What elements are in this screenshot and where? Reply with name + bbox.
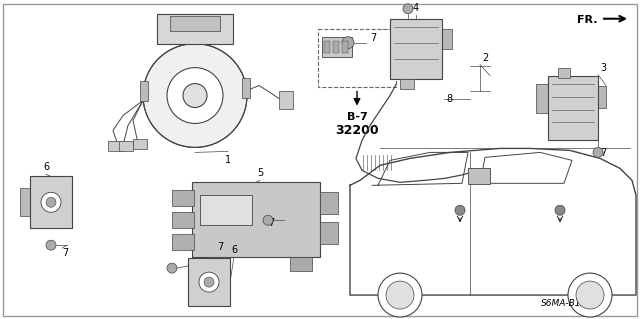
- Text: 5: 5: [257, 168, 263, 178]
- Text: 3: 3: [600, 63, 606, 73]
- FancyBboxPatch shape: [172, 234, 194, 250]
- FancyBboxPatch shape: [242, 78, 250, 98]
- Circle shape: [167, 263, 177, 273]
- Circle shape: [576, 281, 604, 309]
- Circle shape: [41, 192, 61, 212]
- FancyBboxPatch shape: [279, 91, 293, 108]
- Text: 7: 7: [217, 242, 223, 252]
- Circle shape: [46, 197, 56, 207]
- FancyBboxPatch shape: [380, 29, 392, 55]
- Circle shape: [386, 281, 414, 309]
- FancyBboxPatch shape: [290, 257, 312, 271]
- Text: 7: 7: [62, 248, 68, 258]
- FancyBboxPatch shape: [390, 19, 442, 78]
- FancyBboxPatch shape: [442, 29, 452, 48]
- FancyBboxPatch shape: [170, 16, 220, 31]
- FancyBboxPatch shape: [30, 176, 72, 228]
- FancyBboxPatch shape: [108, 141, 122, 152]
- Text: 7: 7: [600, 148, 606, 159]
- FancyBboxPatch shape: [548, 76, 598, 140]
- FancyBboxPatch shape: [322, 37, 352, 57]
- FancyBboxPatch shape: [172, 190, 194, 206]
- FancyBboxPatch shape: [320, 192, 338, 214]
- Circle shape: [555, 205, 565, 215]
- Text: 7: 7: [268, 218, 275, 228]
- FancyBboxPatch shape: [400, 78, 414, 89]
- Text: 32200: 32200: [335, 124, 379, 137]
- Circle shape: [455, 205, 465, 215]
- FancyBboxPatch shape: [140, 81, 148, 100]
- FancyBboxPatch shape: [558, 68, 570, 78]
- FancyBboxPatch shape: [598, 85, 606, 108]
- Circle shape: [46, 240, 56, 250]
- Circle shape: [143, 44, 247, 147]
- Circle shape: [593, 147, 603, 157]
- Text: 1: 1: [225, 155, 231, 165]
- FancyBboxPatch shape: [200, 195, 252, 225]
- FancyBboxPatch shape: [320, 222, 338, 244]
- FancyBboxPatch shape: [342, 41, 348, 53]
- Circle shape: [403, 4, 413, 14]
- Circle shape: [183, 84, 207, 108]
- Circle shape: [167, 68, 223, 123]
- FancyBboxPatch shape: [207, 257, 229, 271]
- FancyBboxPatch shape: [192, 182, 320, 257]
- Text: 7: 7: [370, 33, 376, 43]
- Text: 6: 6: [231, 245, 237, 255]
- FancyBboxPatch shape: [172, 212, 194, 228]
- FancyBboxPatch shape: [119, 141, 133, 152]
- FancyBboxPatch shape: [133, 139, 147, 149]
- Text: B-7: B-7: [347, 113, 367, 122]
- Text: 8: 8: [446, 93, 452, 104]
- FancyBboxPatch shape: [468, 168, 490, 184]
- Circle shape: [263, 215, 273, 225]
- FancyBboxPatch shape: [324, 41, 330, 53]
- Text: 6: 6: [43, 162, 49, 172]
- FancyBboxPatch shape: [3, 4, 637, 316]
- FancyBboxPatch shape: [333, 41, 339, 53]
- Circle shape: [378, 273, 422, 317]
- Text: FR.: FR.: [577, 15, 598, 25]
- Circle shape: [342, 37, 354, 48]
- FancyBboxPatch shape: [20, 188, 33, 216]
- Circle shape: [199, 272, 219, 292]
- Circle shape: [204, 277, 214, 287]
- FancyBboxPatch shape: [188, 258, 230, 306]
- Text: 4: 4: [413, 3, 419, 13]
- Circle shape: [568, 273, 612, 317]
- Text: 2: 2: [482, 53, 488, 63]
- FancyBboxPatch shape: [318, 29, 396, 86]
- Text: S6MA-B1340: S6MA-B1340: [541, 299, 599, 308]
- FancyBboxPatch shape: [157, 14, 233, 44]
- FancyBboxPatch shape: [536, 84, 550, 114]
